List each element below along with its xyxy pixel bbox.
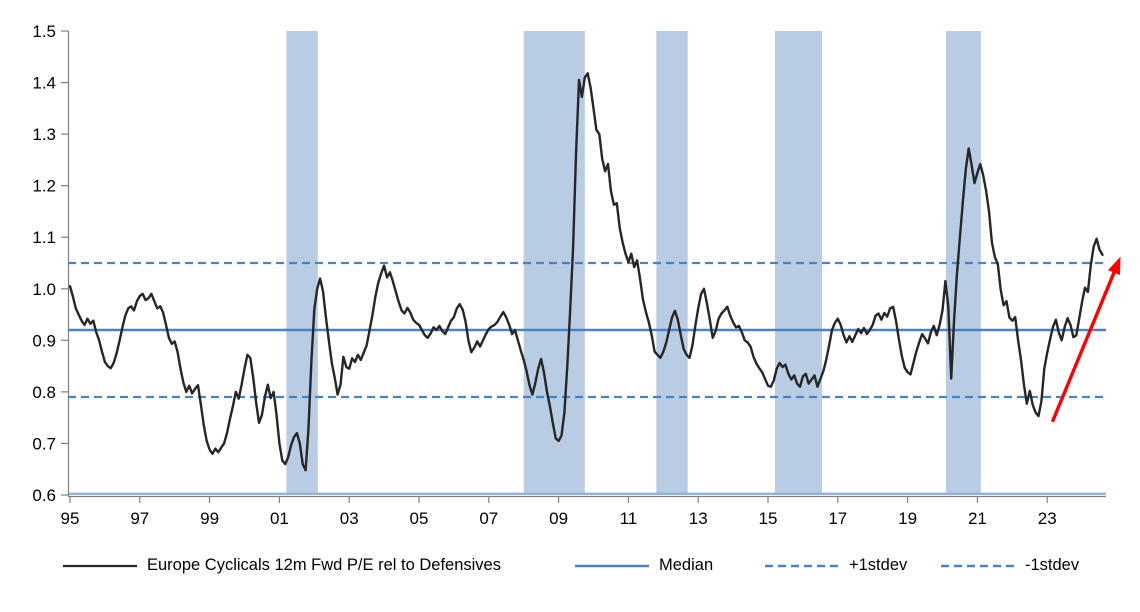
legend-item-median: Median bbox=[574, 556, 764, 575]
legend-item-minus1stdev: -1stdev bbox=[940, 556, 1079, 575]
legend-item-series: Europe Cyclicals 12m Fwd P/E rel to Defe… bbox=[62, 556, 574, 575]
y-tick-label: 1.5 bbox=[32, 22, 56, 41]
trend-arrow-head bbox=[1108, 256, 1121, 275]
shaded-band bbox=[946, 31, 981, 494]
legend-label-plus1stdev: +1stdev bbox=[849, 556, 908, 574]
x-tick-label: 11 bbox=[620, 509, 638, 528]
y-tick-label: 1.1 bbox=[32, 228, 56, 247]
x-tick-label: 15 bbox=[759, 509, 778, 528]
x-tick-label: 03 bbox=[340, 509, 359, 528]
legend-label-minus1stdev: -1stdev bbox=[1025, 556, 1080, 574]
x-tick-label: 17 bbox=[828, 509, 847, 528]
series-line-swatch bbox=[63, 564, 137, 567]
chart-legend: Europe Cyclicals 12m Fwd P/E rel to Defe… bbox=[62, 556, 1079, 575]
y-tick-label: 1.2 bbox=[32, 177, 56, 196]
x-tick-label: 23 bbox=[1038, 509, 1057, 528]
x-tick-label: 07 bbox=[479, 509, 498, 528]
x-tick-label: 19 bbox=[898, 509, 917, 528]
legend-label-median: Median bbox=[659, 556, 714, 574]
x-tick-label: 97 bbox=[130, 509, 149, 528]
x-tick-label: 99 bbox=[200, 509, 219, 528]
x-tick-label: 13 bbox=[689, 509, 708, 528]
y-tick-label: 0.9 bbox=[32, 331, 56, 350]
y-tick-label: 1.0 bbox=[32, 280, 56, 299]
y-tick-label: 1.3 bbox=[32, 125, 56, 144]
trend-arrow-shaft bbox=[1050, 270, 1117, 423]
x-tick-label: 09 bbox=[549, 509, 568, 528]
axes: 1.5 1.4 1.3 1.2 1.1 1.0 0.9 0.8 0.7 0.6 95 97 99 01 03… bbox=[32, 22, 1106, 528]
legend-label-series: Europe Cyclicals 12m Fwd P/E rel to Defe… bbox=[147, 556, 501, 574]
x-tick-label: 01 bbox=[270, 509, 289, 528]
relative-pe-line-chart: 1.5 1.4 1.3 1.2 1.1 1.0 0.9 0.8 0.7 0.6 95 97 99 01 03… bbox=[32, 22, 1121, 528]
x-tick-label: 05 bbox=[410, 509, 429, 528]
minus1stdev-line-swatch bbox=[941, 564, 1015, 567]
series-line bbox=[68, 72, 1104, 472]
y-tick-label: 0.7 bbox=[32, 434, 56, 453]
y-tick-label: 0.8 bbox=[32, 383, 56, 402]
x-tick-label: 95 bbox=[61, 509, 80, 528]
x-tick-label: 21 bbox=[968, 509, 987, 528]
y-tick-label: 1.4 bbox=[32, 74, 56, 93]
relative-pe-chart-area: 1.5 1.4 1.3 1.2 1.1 1.0 0.9 0.8 0.7 0.6 95 97 99 01 03… bbox=[32, 22, 1121, 528]
median-line-swatch bbox=[575, 564, 649, 567]
legend-item-plus1stdev: +1stdev bbox=[764, 556, 940, 575]
y-tick-label: 0.6 bbox=[32, 486, 56, 505]
plus1stdev-line-swatch bbox=[765, 564, 839, 567]
